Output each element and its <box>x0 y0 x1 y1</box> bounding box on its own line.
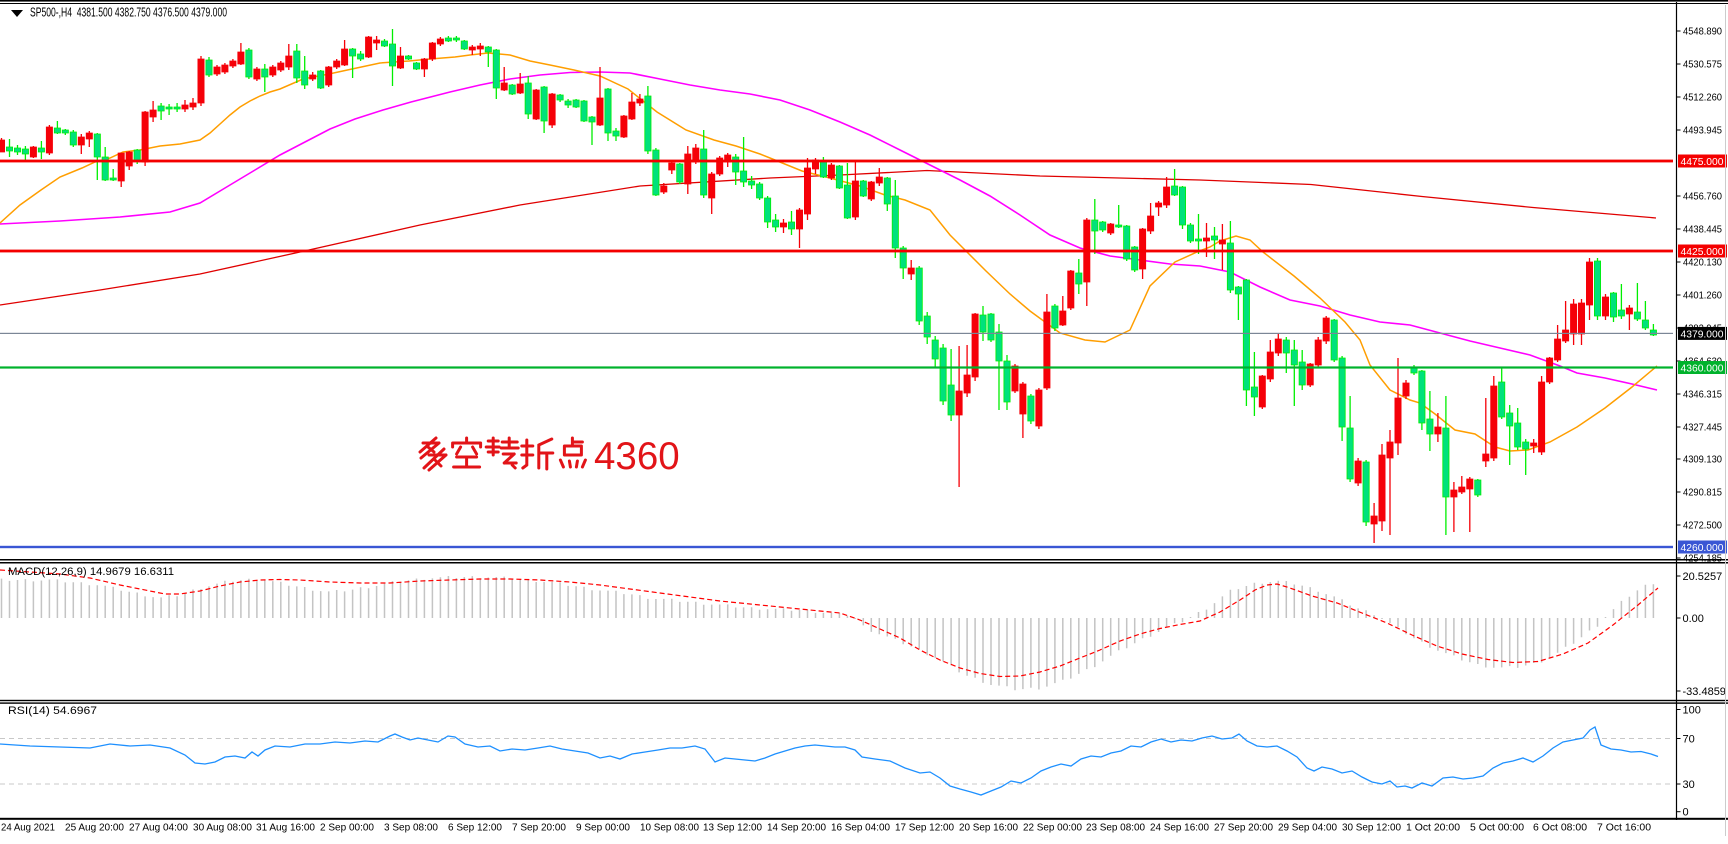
svg-text:0: 0 <box>1683 807 1689 819</box>
svg-text:0.00: 0.00 <box>1683 613 1704 625</box>
svg-text:4512.260: 4512.260 <box>1683 93 1722 104</box>
svg-text:9 Sep 00:00: 9 Sep 00:00 <box>576 823 630 834</box>
svg-text:27 Sep 20:00: 27 Sep 20:00 <box>1214 823 1273 834</box>
svg-text:4346.315: 4346.315 <box>1683 390 1722 401</box>
svg-text:4548.890: 4548.890 <box>1683 27 1722 38</box>
svg-text:4401.260: 4401.260 <box>1683 291 1722 302</box>
svg-text:4425.000: 4425.000 <box>1681 246 1724 258</box>
svg-text:22 Sep 00:00: 22 Sep 00:00 <box>1023 823 1082 834</box>
svg-text:24 Sep 16:00: 24 Sep 16:00 <box>1150 823 1209 834</box>
svg-text:100: 100 <box>1683 705 1701 717</box>
svg-text:4290.815: 4290.815 <box>1683 488 1722 499</box>
svg-text:7 Sep 20:00: 7 Sep 20:00 <box>512 823 566 834</box>
svg-text:4420.130: 4420.130 <box>1683 258 1722 269</box>
svg-text:7 Oct 16:00: 7 Oct 16:00 <box>1597 823 1651 834</box>
svg-text:4360: 4360 <box>594 435 680 478</box>
svg-text:3 Sep 08:00: 3 Sep 08:00 <box>384 823 438 834</box>
svg-text:23 Sep 08:00: 23 Sep 08:00 <box>1086 823 1145 834</box>
svg-text:20.5257: 20.5257 <box>1683 571 1723 583</box>
svg-text:4254.185: 4254.185 <box>1683 554 1722 565</box>
svg-text:2 Sep 00:00: 2 Sep 00:00 <box>320 823 374 834</box>
svg-text:4379.000: 4379.000 <box>1681 328 1724 340</box>
svg-text:5 Oct 00:00: 5 Oct 00:00 <box>1470 823 1524 834</box>
svg-text:17 Sep 12:00: 17 Sep 12:00 <box>895 823 954 834</box>
svg-text:13 Sep 12:00: 13 Sep 12:00 <box>703 823 762 834</box>
svg-text:10 Sep 08:00: 10 Sep 08:00 <box>640 823 699 834</box>
svg-text:SP500-,H4 4381.500 4382.750 4: SP500-,H4 4381.500 4382.750 4376.500 437… <box>30 6 227 20</box>
svg-text:6 Sep 12:00: 6 Sep 12:00 <box>448 823 502 834</box>
svg-text:16 Sep 04:00: 16 Sep 04:00 <box>831 823 890 834</box>
svg-text:4530.575: 4530.575 <box>1683 60 1722 71</box>
svg-text:31 Aug 16:00: 31 Aug 16:00 <box>256 823 315 834</box>
svg-text:4309.130: 4309.130 <box>1683 455 1722 466</box>
svg-text:4360.000: 4360.000 <box>1681 363 1724 375</box>
svg-text:4438.445: 4438.445 <box>1683 225 1722 236</box>
svg-text:24 Aug 2021: 24 Aug 2021 <box>1 823 55 834</box>
svg-text:25 Aug 20:00: 25 Aug 20:00 <box>65 823 124 834</box>
svg-text:30 Aug 08:00: 30 Aug 08:00 <box>193 823 252 834</box>
svg-text:4493.945: 4493.945 <box>1683 126 1722 137</box>
svg-text:MACD(12,26,9) 14.9679 16.6311: MACD(12,26,9) 14.9679 16.6311 <box>8 566 174 578</box>
svg-text:20 Sep 16:00: 20 Sep 16:00 <box>959 823 1018 834</box>
svg-text:70: 70 <box>1683 734 1695 746</box>
svg-text:30 Sep 12:00: 30 Sep 12:00 <box>1342 823 1401 834</box>
svg-text:6 Oct 08:00: 6 Oct 08:00 <box>1533 823 1587 834</box>
svg-text:14 Sep 20:00: 14 Sep 20:00 <box>767 823 826 834</box>
svg-text:4327.445: 4327.445 <box>1683 423 1722 434</box>
svg-text:30: 30 <box>1683 779 1695 791</box>
svg-text:RSI(14) 54.6967: RSI(14) 54.6967 <box>8 705 97 717</box>
svg-text:4272.500: 4272.500 <box>1683 521 1722 532</box>
svg-text:1 Oct 20:00: 1 Oct 20:00 <box>1406 823 1460 834</box>
svg-text:29 Sep 04:00: 29 Sep 04:00 <box>1278 823 1337 834</box>
svg-text:27 Aug 04:00: 27 Aug 04:00 <box>129 823 188 834</box>
svg-text:4456.760: 4456.760 <box>1683 192 1722 203</box>
svg-text:4260.000: 4260.000 <box>1681 542 1724 554</box>
svg-text:-33.4859: -33.4859 <box>1683 686 1726 698</box>
svg-text:4475.000: 4475.000 <box>1681 156 1724 168</box>
